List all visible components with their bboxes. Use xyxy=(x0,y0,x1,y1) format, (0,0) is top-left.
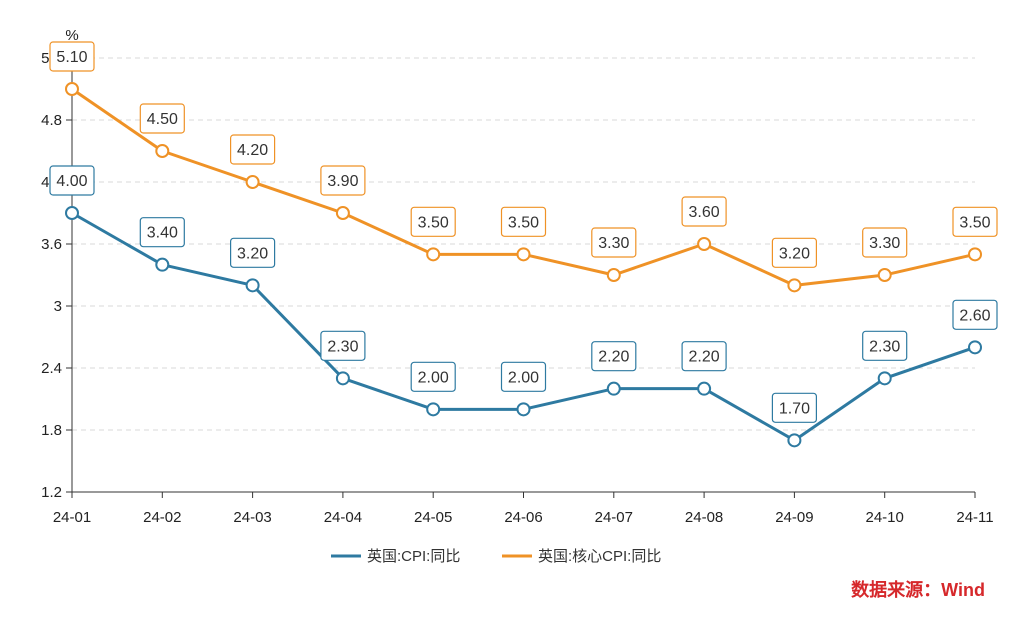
data-point xyxy=(65,82,79,96)
data-label: 3.20 xyxy=(779,245,810,262)
legend-label: 英国:核心CPI:同比 xyxy=(538,547,661,565)
y-unit-label: % xyxy=(65,27,78,44)
legend-label: 英国:CPI:同比 xyxy=(367,547,460,565)
data-label-box xyxy=(410,206,456,237)
y-tick-label: 2.4 xyxy=(41,360,62,377)
data-label-box xyxy=(230,237,276,268)
data-label: 4.00 xyxy=(56,173,87,190)
y-tick-label: 3.6 xyxy=(41,236,62,253)
data-label: 3.60 xyxy=(689,204,720,221)
data-label: 3.30 xyxy=(869,235,900,252)
x-tick-label: 24-08 xyxy=(685,509,723,526)
data-label: 2.30 xyxy=(869,338,900,355)
data-label-box xyxy=(320,330,366,361)
data-label-box xyxy=(771,237,818,268)
data-label: 2.00 xyxy=(418,369,449,386)
data-label: 2.20 xyxy=(598,349,629,366)
data-labels: 4.00 3.40 3.20 2.30 2.00 2.00 2.20 2.20 1.70 2.30… xyxy=(49,41,998,423)
data-point xyxy=(787,433,802,448)
data-point xyxy=(968,247,982,262)
data-point xyxy=(877,268,892,282)
data-point xyxy=(245,278,260,293)
data-point xyxy=(155,144,170,158)
data-label-box xyxy=(500,206,547,237)
data-label: 3.40 xyxy=(147,225,178,242)
x-tick-label: 24-04 xyxy=(324,509,362,526)
data-label-box xyxy=(952,299,998,330)
data-point xyxy=(155,257,170,272)
data-label-box xyxy=(139,217,185,248)
data-label: 3.50 xyxy=(959,214,990,231)
data-point xyxy=(245,175,260,189)
data-label: 2.30 xyxy=(327,338,358,355)
data-point xyxy=(877,371,892,386)
source-note: 数据来源：Wind xyxy=(851,579,985,600)
data-label: 2.60 xyxy=(959,307,990,324)
x-tick-label: 24-07 xyxy=(595,509,633,526)
data-label: 5.10 xyxy=(56,49,87,66)
data-point xyxy=(335,371,350,386)
data-point xyxy=(335,206,350,220)
data-point xyxy=(426,247,441,262)
data-label: 1.70 xyxy=(779,400,810,417)
data-label: 3.20 xyxy=(237,245,268,262)
data-label-box xyxy=(591,341,637,372)
data-point xyxy=(606,268,621,282)
data-point xyxy=(516,402,531,417)
data-label-box xyxy=(771,392,818,423)
x-tick-label: 24-03 xyxy=(233,509,271,526)
x-tick-label: 24-01 xyxy=(53,509,91,526)
data-label: 4.20 xyxy=(237,142,268,159)
data-label-box xyxy=(681,196,727,227)
data-label: 3.50 xyxy=(418,214,449,231)
x-tick-label: 24-10 xyxy=(866,509,904,526)
data-label-box xyxy=(139,103,185,134)
data-label-box xyxy=(681,341,727,372)
axes: 1.21.82.433.64.24.85.4%24-0124-0224-0324… xyxy=(41,27,993,526)
x-tick-label: 24-05 xyxy=(414,509,452,526)
data-label-box xyxy=(952,206,998,237)
y-tick-label: 4.8 xyxy=(41,112,62,129)
data-point xyxy=(697,381,712,396)
y-tick-label: 3 xyxy=(54,298,62,315)
data-label-box xyxy=(591,227,637,258)
data-point xyxy=(65,206,79,220)
data-label: 3.90 xyxy=(327,173,358,190)
data-label-box xyxy=(49,41,95,72)
data-point xyxy=(516,247,531,262)
data-label: 3.30 xyxy=(598,235,629,252)
data-point xyxy=(606,381,621,396)
data-point xyxy=(426,402,441,417)
data-label-box xyxy=(49,165,95,196)
x-tick-label: 24-09 xyxy=(775,509,813,526)
data-label: 3.50 xyxy=(508,214,539,231)
data-point xyxy=(787,278,802,293)
data-label-box xyxy=(410,361,456,392)
x-tick-label: 24-11 xyxy=(956,509,993,526)
y-tick-label: 1.8 xyxy=(41,422,62,439)
data-label-box xyxy=(862,330,908,361)
data-label: 2.20 xyxy=(689,349,720,366)
series-lines xyxy=(65,82,982,448)
legend: 英国:CPI:同比 英国:核心CPI:同比 xyxy=(331,547,661,565)
data-point xyxy=(968,340,982,355)
data-label-box xyxy=(320,165,366,196)
data-label-box xyxy=(230,134,276,165)
y-tick-label: 1.2 xyxy=(41,484,62,501)
data-point xyxy=(697,237,712,251)
x-tick-label: 24-06 xyxy=(504,509,542,526)
data-label-box xyxy=(500,361,547,392)
data-label: 4.50 xyxy=(147,111,178,128)
data-label-box xyxy=(862,227,908,258)
data-label: 2.00 xyxy=(508,369,539,386)
x-tick-label: 24-02 xyxy=(143,509,181,526)
